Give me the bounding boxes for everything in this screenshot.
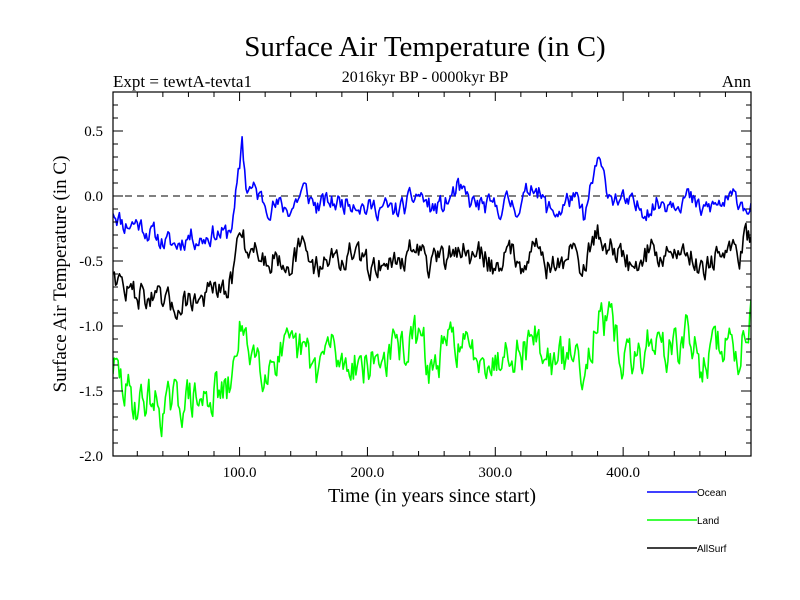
legend-label-ocean: Ocean [697, 488, 726, 499]
y-tick-label: -1.5 [79, 384, 103, 400]
y-tick-label: 0.5 [84, 124, 103, 140]
x-tick-label: 100.0 [223, 465, 257, 481]
period-label: Ann [722, 72, 752, 91]
y-tick-label: 0.0 [84, 189, 103, 205]
legend-label-land: Land [697, 516, 719, 527]
x-tick-label: 300.0 [478, 465, 512, 481]
legend-label-allsurf: AllSurf [697, 544, 727, 555]
y-tick-label: -2.0 [79, 449, 103, 465]
series-line-land [113, 299, 751, 438]
plot-frame [112, 91, 752, 457]
chart-title: Surface Air Temperature (in C) [244, 31, 605, 63]
x-axis-label: Time (in years since start) [328, 485, 536, 507]
x-tick-label: 200.0 [351, 465, 385, 481]
y-tick-label: -1.0 [79, 319, 103, 335]
expt-label: Expt = tewtA-tevta1 [113, 72, 252, 91]
series-line-allsurf [113, 222, 751, 321]
y-tick-label: -0.5 [79, 254, 103, 270]
x-tick-label: 400.0 [606, 465, 640, 481]
series-line-ocean [113, 136, 751, 251]
y-axis-label: Surface Air Temperature (in C) [50, 156, 71, 393]
chart-subtitle: 2016kyr BP - 0000kyr BP [342, 69, 509, 86]
